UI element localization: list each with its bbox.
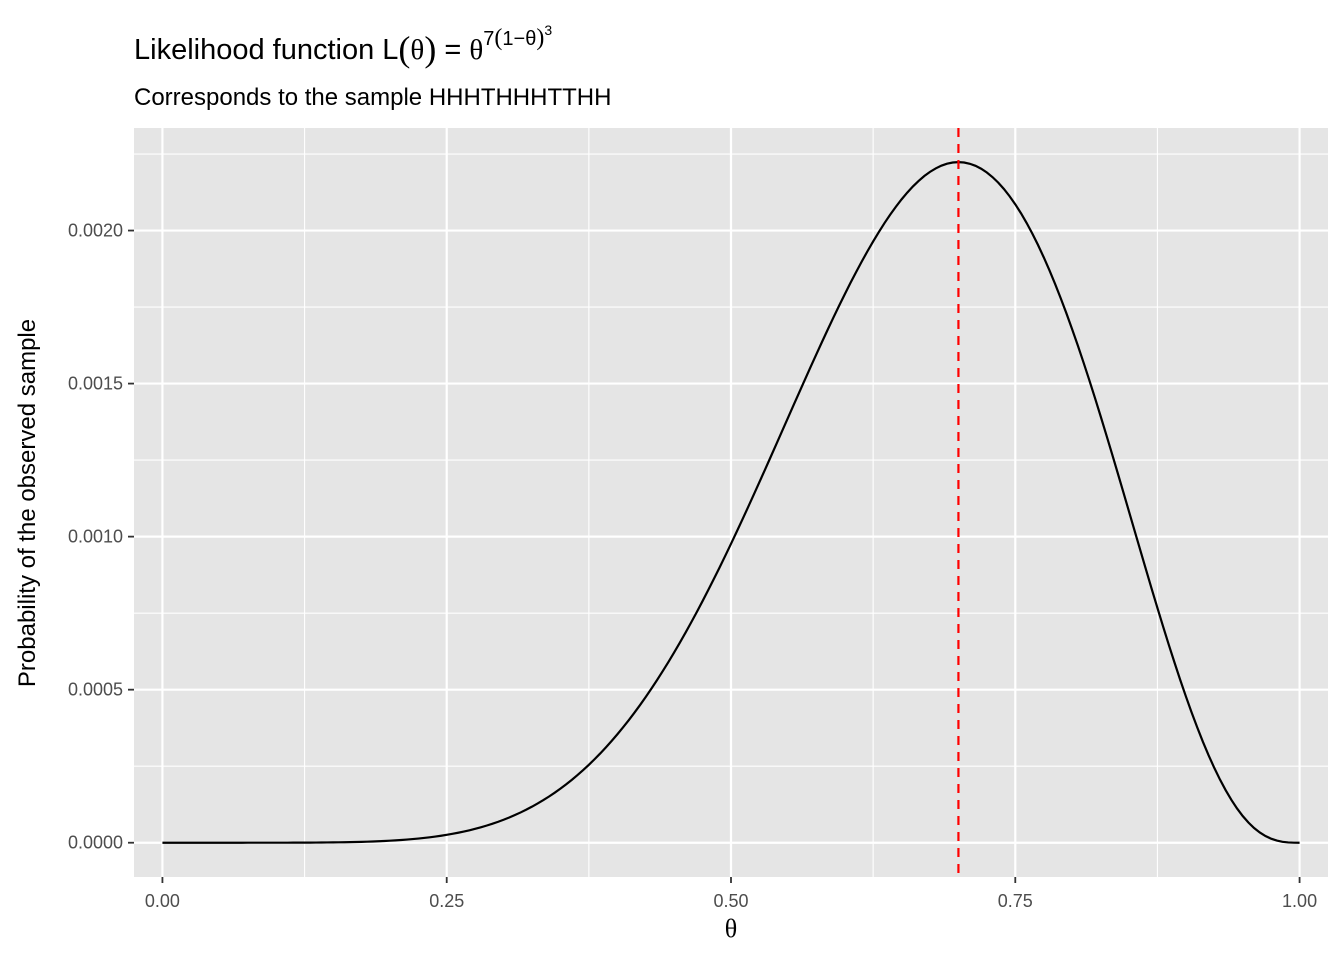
x-axis-label: θ bbox=[724, 914, 738, 943]
y-axis-ticks: 0.0000 0.0005 0.0010 0.0015 0.0020 bbox=[68, 221, 134, 853]
x-tick-label: 1.00 bbox=[1282, 891, 1317, 911]
title-exp-power: 3 bbox=[544, 22, 553, 38]
title-equals: = bbox=[436, 34, 470, 66]
chart-title: Likelihood function L(θ) = θ7(1−θ)3 bbox=[134, 22, 553, 69]
x-axis-ticks: 0.00 0.25 0.50 0.75 1.00 bbox=[145, 877, 1317, 911]
x-tick-label: 0.50 bbox=[713, 891, 748, 911]
chart-subtitle: Corresponds to the sample HHHTHHHTTHH bbox=[134, 84, 612, 111]
x-tick-label: 0.25 bbox=[429, 891, 464, 911]
x-tick-label: 0.75 bbox=[998, 891, 1033, 911]
x-tick-label: 0.00 bbox=[145, 891, 180, 911]
y-tick-label: 0.0005 bbox=[68, 680, 123, 700]
likelihood-curve bbox=[162, 161, 1300, 844]
title-prefix: Likelihood function L bbox=[134, 34, 399, 66]
title-base: θ bbox=[469, 34, 484, 66]
title-exp-coef: 7 bbox=[483, 28, 495, 50]
y-tick-label: 0.0010 bbox=[68, 527, 123, 547]
title-arg: θ bbox=[410, 34, 425, 66]
y-tick-label: 0.0020 bbox=[68, 221, 123, 241]
y-axis-label: Probability of the observed sample bbox=[14, 318, 41, 688]
grid-major bbox=[134, 128, 1328, 877]
title-exp-inner: 1−θ bbox=[502, 28, 537, 50]
y-tick-label: 0.0015 bbox=[68, 374, 123, 394]
y-tick-label: 0.0000 bbox=[68, 833, 123, 853]
